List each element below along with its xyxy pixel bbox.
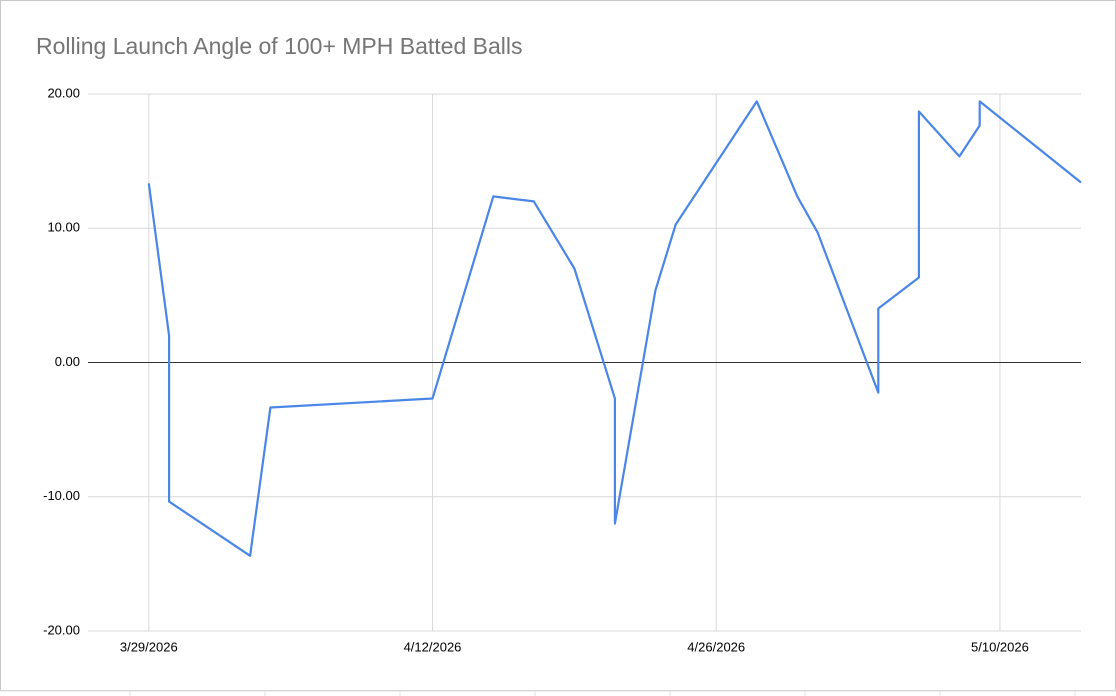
data-line — [147, 100, 1082, 557]
x-tick-label: 4/26/2026 — [687, 639, 745, 654]
sheet-grid — [0, 690, 1116, 696]
x-tick-label: 4/12/2026 — [404, 639, 462, 654]
chart-title: Rolling Launch Angle of 100+ MPH Batted … — [36, 33, 523, 59]
y-tick-label: -10.00 — [43, 488, 80, 503]
y-tick-label: 20.00 — [47, 85, 80, 100]
y-tick-label: 10.00 — [47, 220, 80, 235]
y-tick-label: 0.00 — [55, 354, 80, 369]
y-tick-label: -20.00 — [43, 622, 80, 637]
x-tick-label: 3/29/2026 — [120, 639, 178, 654]
x-tick-label: 5/10/2026 — [971, 639, 1029, 654]
